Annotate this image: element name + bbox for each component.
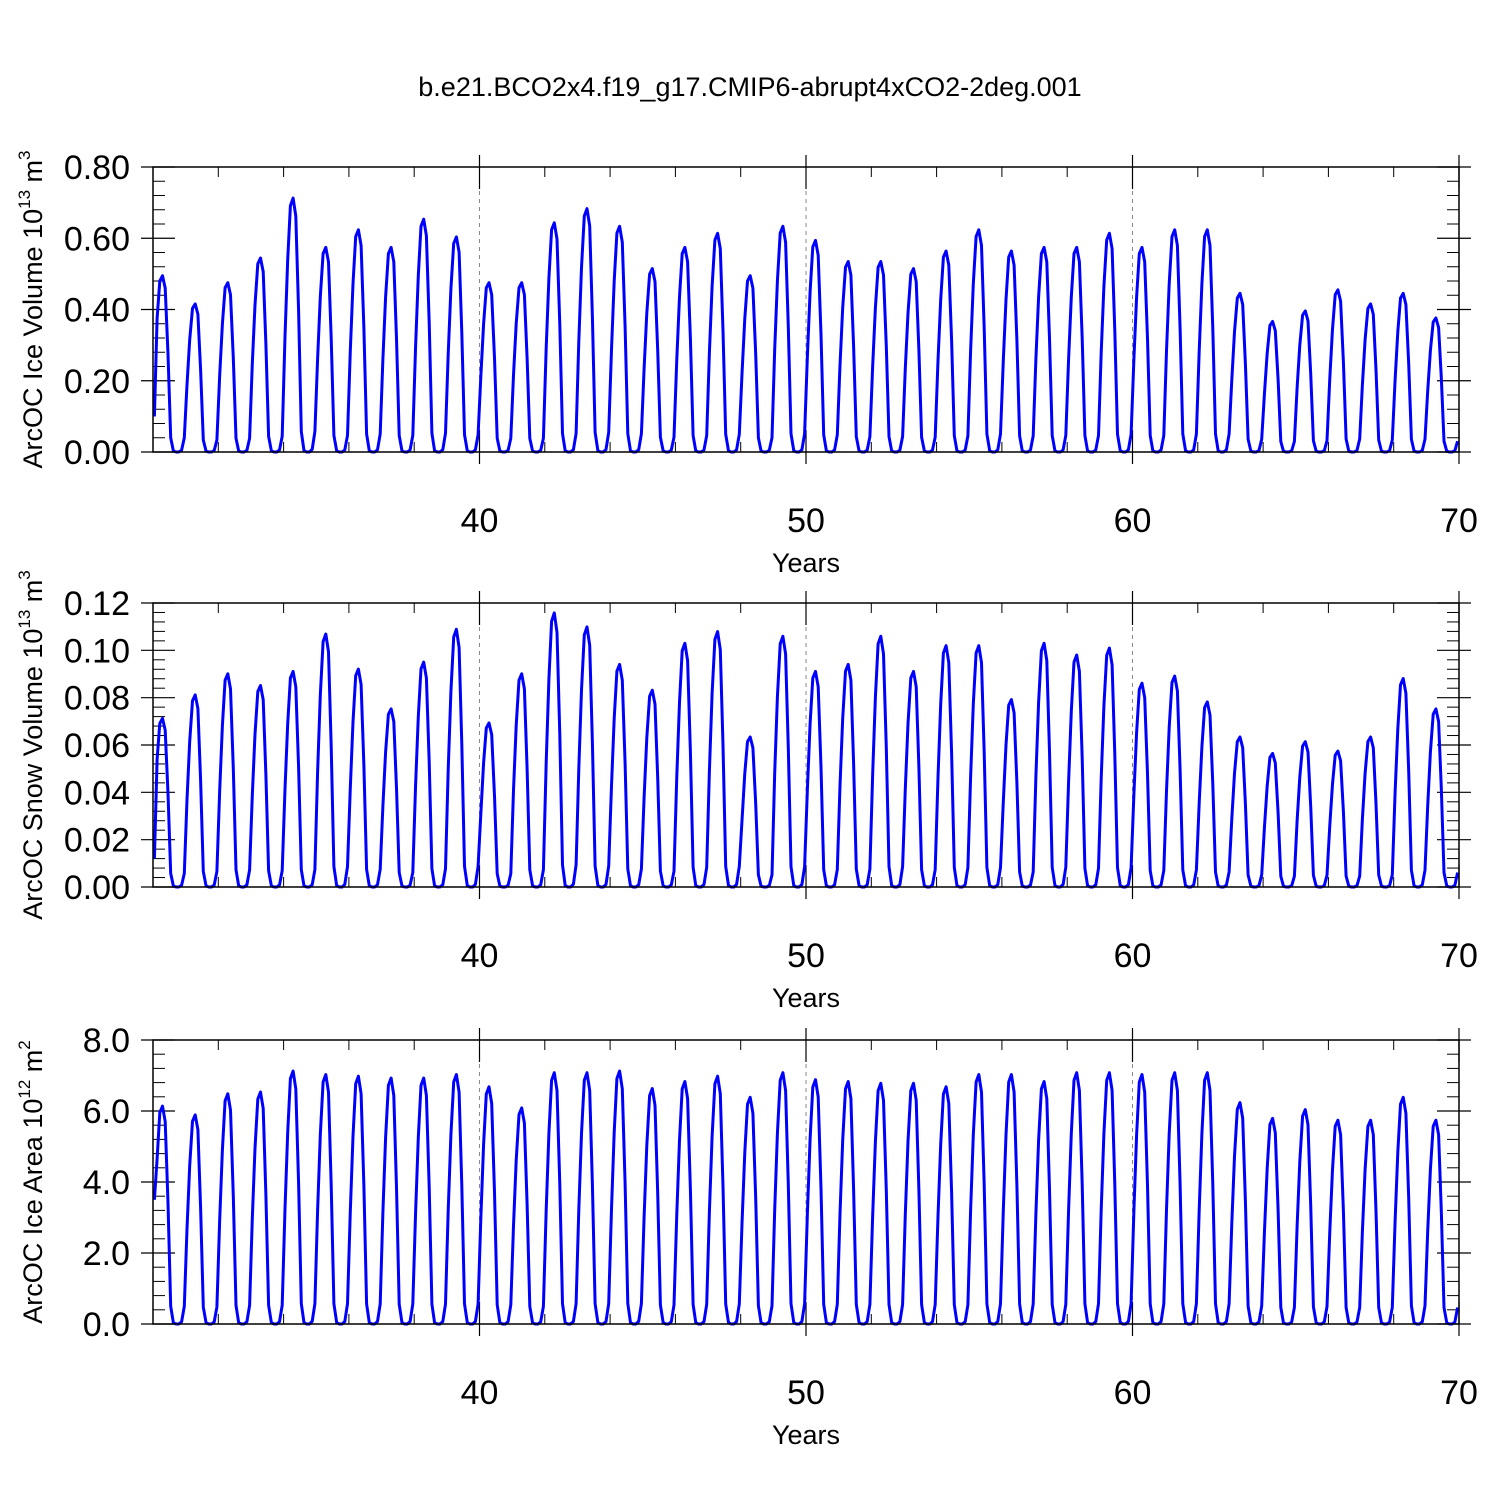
y-tick-label: 0.00 xyxy=(64,869,130,907)
y-tick-label: 0.06 xyxy=(64,727,130,765)
plot-frame xyxy=(152,166,1460,453)
x-tick-label: 40 xyxy=(461,937,499,975)
y-tick-label: 0.12 xyxy=(64,585,130,623)
x-tick-label: 50 xyxy=(787,502,825,540)
plot-frame xyxy=(152,1039,1460,1325)
y-tick-label: 0.08 xyxy=(64,680,130,718)
y-tick-label: 2.0 xyxy=(83,1235,130,1273)
x-tick-label: 60 xyxy=(1114,1374,1152,1412)
y-axis-label: ArcOC Ice Volume 1013 m3 xyxy=(15,150,48,468)
y-tick-label: 0.02 xyxy=(64,822,130,860)
x-axis-label: Years xyxy=(772,983,840,1013)
y-tick-label: 6.0 xyxy=(83,1093,130,1131)
data-line xyxy=(152,196,1460,454)
x-tick-label: 60 xyxy=(1114,502,1152,540)
y-tick-label: 0.60 xyxy=(64,220,130,258)
x-axis-label: Years xyxy=(772,1420,840,1450)
panel-2: 0.00 0.02 0.04 0.06 0.08 0.10 0.12 40 50 60 70 Year… xyxy=(15,570,1478,1013)
y-tick-label: 0.0 xyxy=(83,1306,130,1344)
y-tick-label: 0.04 xyxy=(64,774,130,812)
plot-frame xyxy=(152,602,1460,888)
y-tick-label: 0.20 xyxy=(64,363,130,401)
x-tick-label: 70 xyxy=(1440,1374,1478,1412)
y-tick-label: 8.0 xyxy=(83,1022,130,1060)
y-tick-label: 4.0 xyxy=(83,1164,130,1202)
y-tick-label: 0.10 xyxy=(64,632,130,670)
x-tick-label: 50 xyxy=(787,937,825,975)
x-tick-label: 60 xyxy=(1114,937,1152,975)
y-axis-label: ArcOC Snow Volume 1013 m3 xyxy=(15,570,48,920)
y-tick-label: 0.80 xyxy=(64,149,130,187)
y-tick-label: 0.00 xyxy=(64,434,130,472)
panel-1: 0.00 0.20 0.40 0.60 0.80 40 50 60 70 Years ArcOC I… xyxy=(15,149,1478,578)
x-tick-label: 70 xyxy=(1440,937,1478,975)
y-tick-label: 0.40 xyxy=(64,292,130,330)
chart-title: b.e21.BCO2x4.f19_g17.CMIP6-abrupt4xCO2-2… xyxy=(418,72,1082,102)
x-tick-label: 40 xyxy=(461,502,499,540)
x-tick-label: 50 xyxy=(787,1374,825,1412)
x-axis-label: Years xyxy=(772,548,840,578)
data-line xyxy=(152,1069,1460,1326)
x-tick-label: 40 xyxy=(461,1374,499,1412)
x-tick-label: 70 xyxy=(1440,502,1478,540)
panel-3: 0.0 2.0 4.0 6.0 8.0 40 50 60 70 Years ArcOC Ice Ar… xyxy=(15,1022,1478,1450)
y-axis-label: ArcOC Ice Area 1012 m2 xyxy=(15,1040,48,1324)
